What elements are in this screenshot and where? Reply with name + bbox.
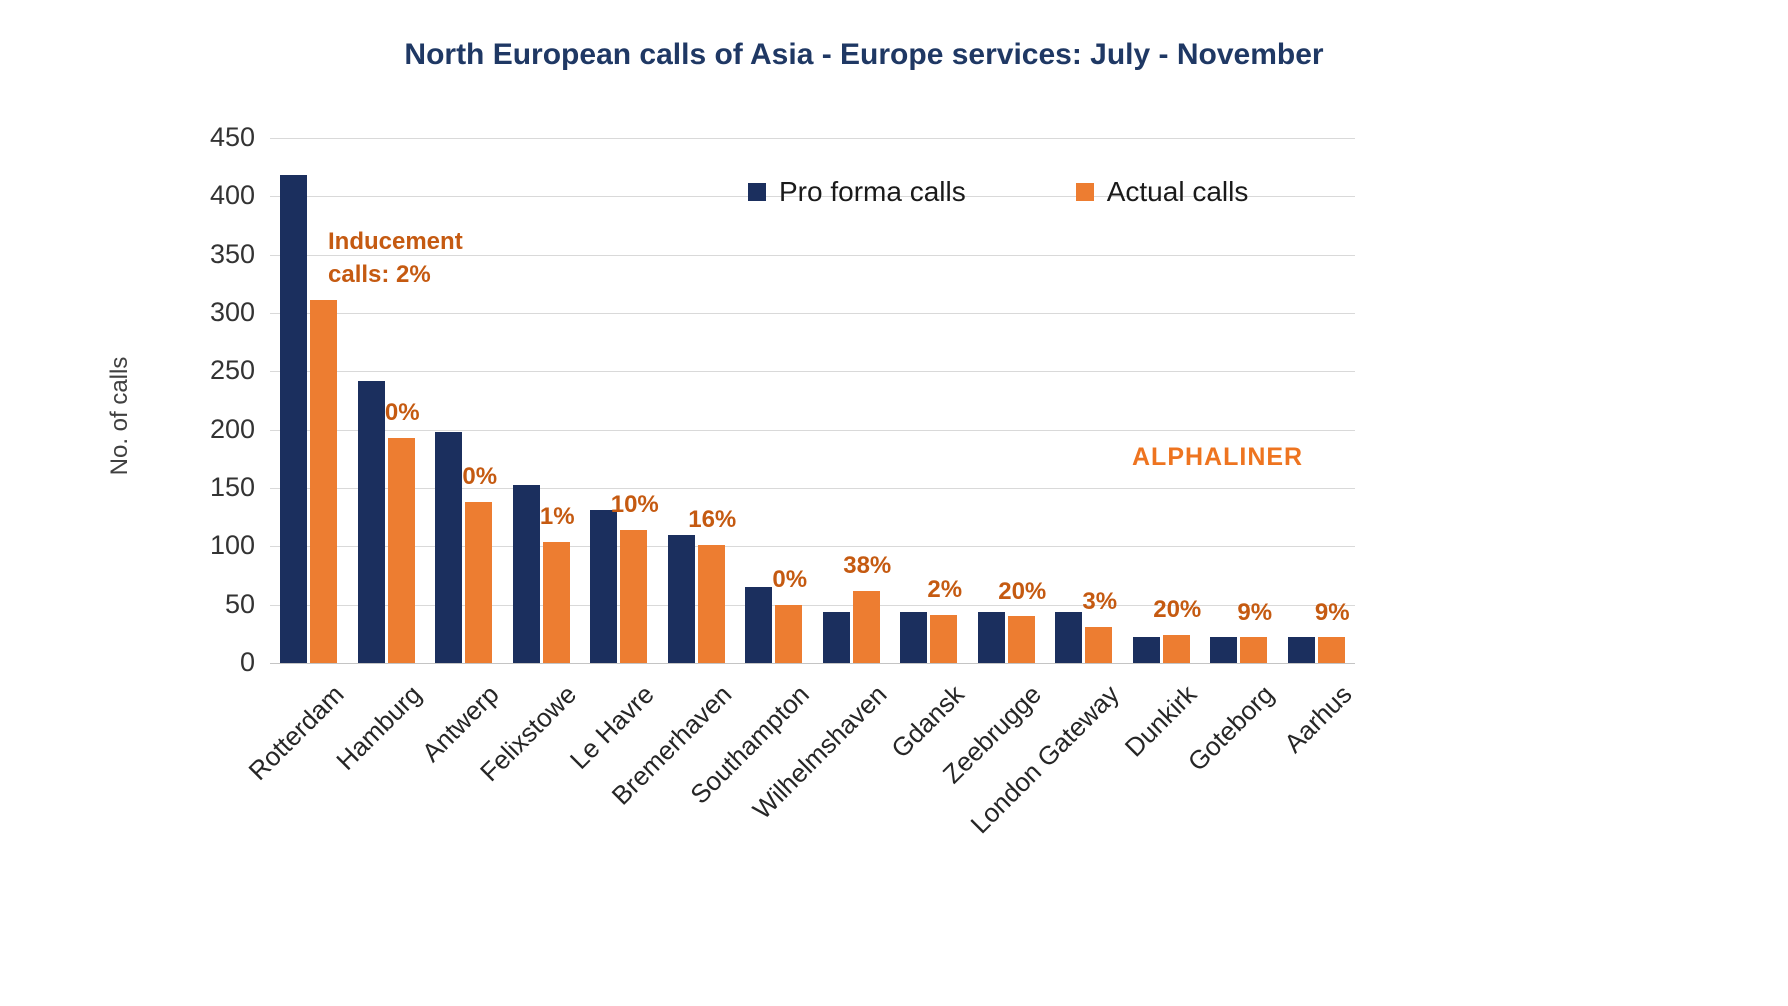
actual-bar	[1162, 635, 1190, 663]
annotation-label: 20%	[998, 577, 1047, 605]
y-tick-label: 50	[224, 588, 255, 619]
proforma-bar	[1132, 637, 1160, 663]
proforma-bar	[357, 380, 385, 663]
bar-group: 3%	[1045, 138, 1123, 663]
bar-group: 10%	[580, 138, 659, 663]
y-tick-label: 250	[209, 355, 255, 386]
chart-title: North European calls of Asia - Europe se…	[404, 38, 1324, 71]
proforma-bar	[590, 510, 618, 663]
gridline	[270, 488, 1355, 489]
plot-area: 0 50 100 150 200 250 300 350 400 450 No. of calls…	[106, 122, 1357, 839]
bars: Inducement calls: 2% 0% 0% 1% 10% 16% 0% 38% 2% 2…	[270, 138, 1355, 663]
y-tick-label: 0	[239, 646, 255, 677]
legend-label-proforma: Pro forma calls	[779, 176, 966, 207]
gridline	[270, 313, 1355, 314]
proforma-bar	[280, 175, 308, 663]
y-axis-title: No. of calls	[106, 356, 133, 476]
bar-group: 9%	[1200, 138, 1278, 663]
actual-bar	[620, 530, 648, 663]
alphaliner-watermark: ALPHALINER	[1132, 443, 1304, 471]
bar-group: 0%	[735, 138, 813, 663]
x-axis-label: Wilhelmshaven	[746, 679, 893, 825]
legend-item-actual: Actual calls	[1075, 176, 1249, 208]
actual-bar	[1317, 637, 1345, 663]
bar-group: 16%	[658, 138, 736, 663]
bar-group: 20%	[968, 138, 1046, 663]
x-axis-label: Aarhus	[1277, 679, 1358, 759]
proforma-bar	[435, 432, 463, 663]
bar-group: 38%	[813, 138, 891, 663]
bar-group: 9%	[1278, 138, 1356, 663]
actual-bar	[1085, 626, 1113, 663]
y-tick-label: 300	[209, 296, 255, 327]
gridline	[270, 663, 1355, 664]
actual-bar	[1007, 616, 1035, 663]
proforma-bar	[745, 587, 773, 663]
annotation-label: 9%	[1237, 598, 1273, 626]
bar-group: Inducement calls: 2%	[270, 138, 463, 663]
actual-bar	[465, 502, 493, 663]
y-tick-label: 400	[209, 180, 255, 211]
annotation-label: 9%	[1314, 598, 1350, 626]
proforma-bar	[822, 611, 850, 663]
annotation-label: 3%	[1082, 588, 1118, 616]
annotation-label: 2%	[927, 576, 963, 604]
x-axis-label: Hamburg	[330, 679, 428, 776]
annotation-label: 10%	[610, 491, 659, 519]
gridline	[270, 371, 1355, 373]
bar-group: 2%	[890, 138, 968, 663]
y-tick-label: 100	[209, 530, 255, 561]
annotation-label: 1%	[539, 502, 575, 530]
annotation-label: Inducement calls: 2%	[328, 228, 463, 288]
y-tick-label: 200	[209, 413, 255, 444]
actual-bar	[1240, 637, 1268, 663]
annotation-label: 0%	[772, 565, 808, 593]
proforma-bar	[667, 534, 695, 663]
legend-item-proforma: Pro forma calls	[748, 176, 966, 208]
actual-bar	[775, 604, 803, 663]
proforma-bar	[1287, 637, 1315, 663]
gridline	[270, 546, 1355, 548]
annotation-label: 0%	[384, 399, 420, 427]
gridline	[270, 138, 1355, 139]
annotation-label: 38%	[843, 551, 892, 579]
annotation-label: 0%	[462, 463, 498, 491]
proforma-bar	[1210, 637, 1238, 663]
actual-bar	[697, 545, 725, 663]
gridline	[270, 604, 1355, 606]
y-axis-ticks: 0 50 100 150 200 250 300 350 400 450	[175, 122, 255, 677]
bar-group: 20%	[1123, 138, 1201, 663]
actual-bar	[387, 437, 415, 663]
gridline	[270, 254, 1355, 256]
y-tick-label: 350	[209, 238, 255, 269]
y-tick-label: 450	[209, 121, 255, 152]
x-axis-label: Rotterdam	[242, 679, 350, 787]
proforma-bar	[512, 484, 540, 663]
legend: Pro forma calls Actual calls	[748, 176, 1248, 208]
annotation-label: 20%	[1153, 596, 1202, 624]
bar-group: 1%	[503, 138, 581, 663]
gridline	[270, 196, 1355, 198]
actual-bar	[310, 300, 338, 663]
legend-label-actual: Actual calls	[1106, 176, 1249, 207]
proforma-bar	[977, 611, 1005, 663]
y-tick-label: 150	[209, 471, 255, 502]
actual-swatch-icon	[1075, 183, 1094, 201]
proforma-bar	[900, 611, 928, 663]
x-axis-labels: Rotterdam Hamburg Antwerp Felixstowe Le Havr…	[243, 663, 1358, 923]
annotation-label: 16%	[688, 506, 737, 534]
bar-group: 0%	[425, 138, 503, 663]
gridline	[270, 429, 1355, 431]
actual-bar	[930, 615, 958, 663]
proforma-swatch-icon	[748, 183, 766, 201]
proforma-bar	[1055, 611, 1083, 663]
actual-bar	[852, 590, 880, 663]
bar-group: 0%	[348, 138, 426, 663]
actual-bar	[542, 541, 570, 663]
